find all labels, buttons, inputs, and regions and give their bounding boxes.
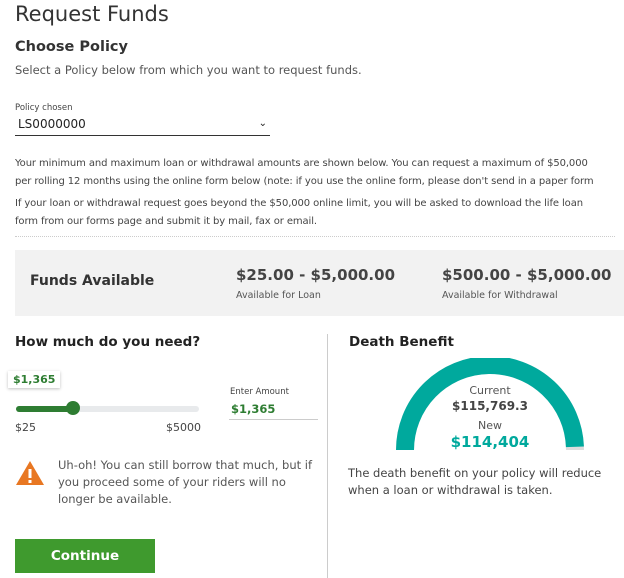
amount-heading: How much do you need?	[15, 334, 201, 350]
info-text-2: per rolling 12 months using the online f…	[15, 176, 594, 187]
policy-select[interactable]: LS0000000 ⌄	[15, 114, 270, 136]
amount-slider-fill	[16, 406, 74, 412]
continue-button[interactable]: Continue	[15, 539, 155, 573]
warning-message: Uh-oh! You can still borrow that much, b…	[58, 458, 313, 506]
current-value: $115,769.3	[452, 399, 528, 413]
slider-min-label: $25	[15, 421, 36, 434]
slider-tooltip: $1,365	[8, 371, 61, 388]
funds-available-panel	[15, 250, 624, 316]
amount-slider-handle[interactable]	[66, 401, 81, 415]
choose-policy-subtitle: Select a Policy below from which you wan…	[15, 63, 362, 77]
withdrawal-label: Available for Withdrawal	[442, 290, 558, 301]
choose-policy-heading: Choose Policy	[15, 39, 128, 55]
loan-label: Available for Loan	[236, 290, 321, 301]
gauge-fill	[396, 358, 584, 451]
info-text-3: If your loan or withdrawal request goes …	[15, 198, 583, 209]
death-benefit-gauge	[396, 358, 584, 451]
death-benefit-heading: Death Benefit	[349, 334, 454, 350]
column-divider	[327, 334, 328, 578]
slider-max-label: $5000	[166, 421, 201, 434]
withdrawal-range: $500.00 - $5,000.00	[442, 266, 612, 284]
info-text-1: Your minimum and maximum loan or withdra…	[15, 158, 588, 169]
current-label: Current	[469, 384, 511, 397]
new-label: New	[478, 419, 502, 432]
funds-available-heading: Funds Available	[30, 273, 155, 289]
info-section: Your minimum and maximum loan or withdra…	[15, 155, 615, 237]
loan-range: $25.00 - $5,000.00	[236, 266, 396, 284]
enter-amount-input[interactable]	[229, 398, 318, 420]
page-title: Request Funds	[15, 2, 169, 26]
death-benefit-note: The death benefit on your policy will re…	[348, 466, 602, 497]
enter-amount-label: Enter Amount	[230, 387, 289, 397]
chevron-down-icon: ⌄	[258, 118, 267, 129]
divider	[15, 236, 615, 237]
info-text-4: form from our forms page and submit it b…	[15, 216, 317, 227]
policy-select-value: LS0000000	[18, 117, 86, 131]
new-value: $114,404	[450, 433, 530, 451]
policy-chosen-label: Policy chosen	[15, 103, 73, 113]
warning-icon	[16, 461, 44, 485]
amount-slider-track[interactable]	[16, 406, 199, 412]
